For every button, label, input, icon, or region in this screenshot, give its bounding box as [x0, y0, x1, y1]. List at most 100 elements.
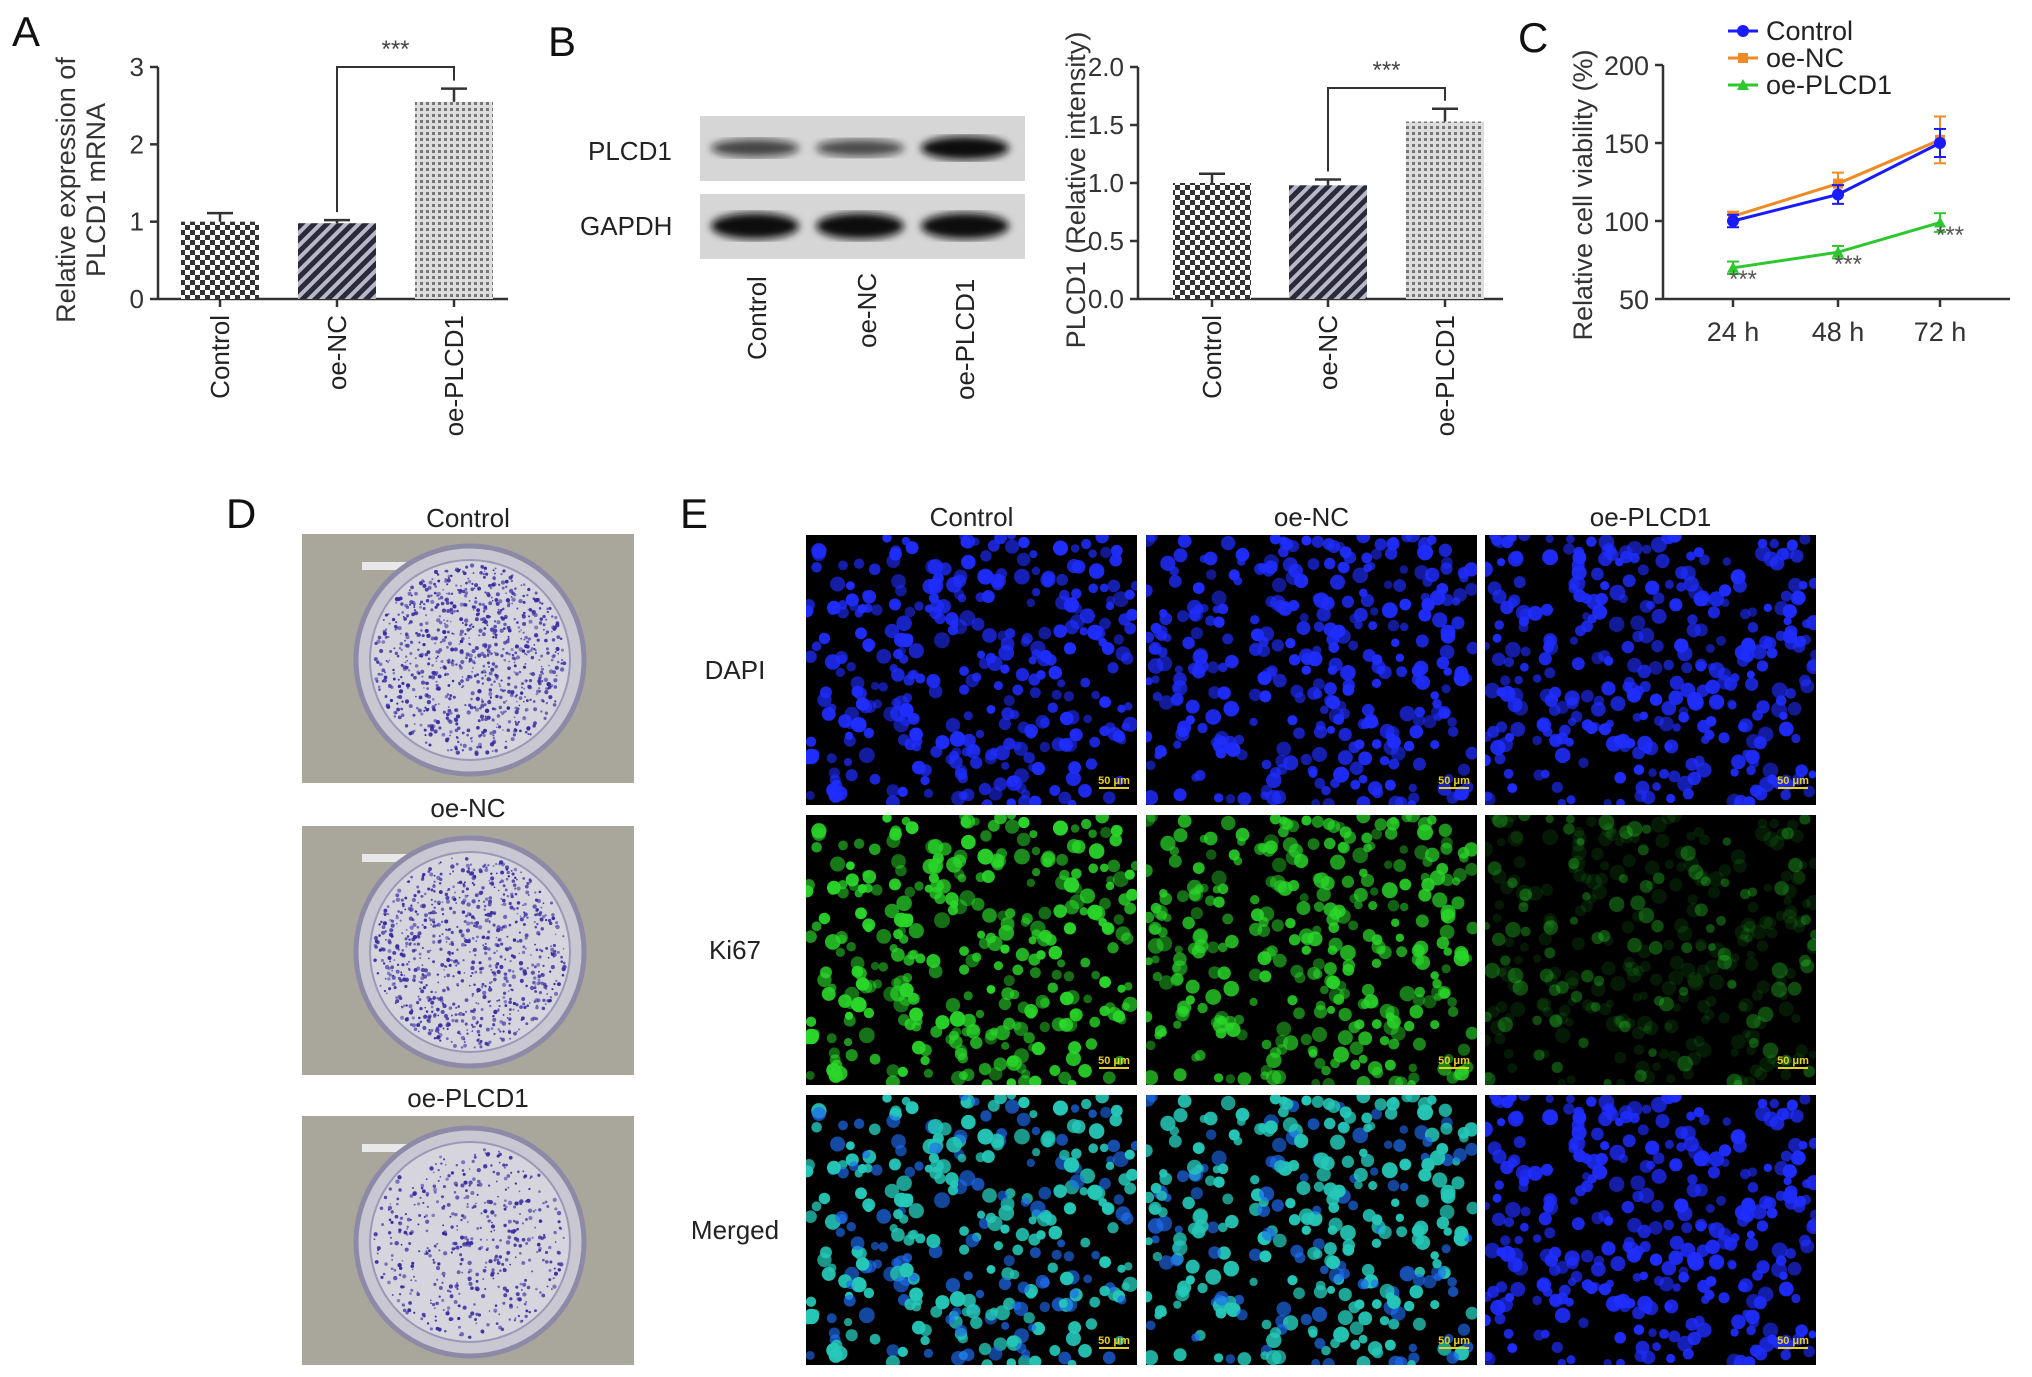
colony-dot: [522, 904, 524, 907]
legend-label-oe-NC: oe-NC: [1766, 43, 1844, 73]
nucleus: [1718, 1012, 1730, 1024]
colony-dot: [491, 750, 494, 753]
colony-dot: [399, 1266, 403, 1271]
nucleus: [888, 878, 901, 891]
nucleus: [1440, 629, 1456, 644]
colony-dot: [410, 1279, 413, 1282]
colony-dot: [546, 1204, 550, 1208]
colony-dot: [385, 992, 388, 995]
colony-dot: [382, 631, 387, 636]
nucleus: [1081, 1098, 1092, 1110]
colony-dot: [495, 1322, 499, 1325]
nucleus: [1078, 1344, 1092, 1358]
nucleus: [1727, 979, 1737, 989]
nucleus: [909, 1273, 919, 1282]
nucleus: [889, 664, 898, 673]
nucleus: [1088, 563, 1105, 579]
colony-dot: [413, 609, 416, 612]
colony-dot: [543, 677, 549, 683]
nucleus: [1783, 896, 1792, 906]
colony-dot: [408, 916, 414, 921]
nucleus: [1102, 1351, 1116, 1365]
colony-dot: [503, 640, 507, 645]
colony-dot: [520, 871, 523, 874]
colony-dot: [522, 1002, 526, 1006]
colony-dot: [471, 1009, 476, 1014]
colony-dot: [527, 1208, 533, 1213]
colony-dot: [524, 936, 528, 940]
nucleus: [1264, 840, 1278, 854]
colony-dot: [493, 680, 496, 683]
nucleus: [1371, 548, 1382, 560]
colony-dot: [474, 893, 479, 898]
nucleus: [863, 727, 875, 739]
colony-dot: [494, 652, 499, 657]
nucleus: [1168, 854, 1182, 868]
colony-dot: [516, 655, 521, 660]
nucleus: [1661, 700, 1677, 716]
x-tick-label: 24 h: [1707, 317, 1760, 347]
colony-dot: [485, 591, 491, 597]
colony-dot: [502, 1286, 507, 1291]
nucleus: [1408, 783, 1418, 793]
colony-dot: [436, 618, 441, 623]
nucleus: [981, 870, 995, 884]
colony-dot: [376, 660, 380, 664]
colony-dot: [468, 660, 471, 663]
nucleus: [1637, 735, 1653, 752]
colony-dot: [503, 1293, 508, 1298]
colony-dot: [429, 918, 433, 922]
colony-dot: [501, 1262, 505, 1266]
nucleus: [1785, 968, 1796, 979]
colony-dot: [389, 918, 392, 922]
colony-dot: [455, 747, 458, 750]
nucleus: [1384, 1059, 1396, 1071]
colony-dot: [456, 925, 459, 929]
colony-dot: [510, 892, 514, 896]
colony-dot: [450, 1040, 453, 1044]
nucleus: [1316, 887, 1331, 902]
nucleus: [845, 1141, 855, 1151]
colony-dot: [488, 981, 492, 985]
colony-dot: [490, 876, 495, 881]
colony-dot: [483, 703, 487, 707]
colony-dot: [393, 715, 397, 718]
nucleus: [1430, 1019, 1440, 1030]
colony-dot: [512, 1219, 516, 1223]
colony-dot: [445, 737, 449, 742]
nucleus: [853, 558, 865, 569]
colony-dot: [384, 1262, 388, 1266]
nucleus: [1279, 536, 1288, 545]
colony-dot: [505, 1163, 508, 1167]
colony-dot: [406, 963, 409, 966]
colony-dot: [417, 1223, 420, 1226]
colony-dot: [471, 648, 476, 654]
colony-dot: [499, 1030, 502, 1033]
nucleus: [853, 838, 865, 849]
colony-dot: [479, 733, 483, 737]
nucleus: [1079, 907, 1088, 916]
colony-dot: [554, 665, 559, 670]
colony-dot: [538, 1190, 541, 1194]
nucleus: [1368, 1181, 1378, 1191]
nucleus: [1648, 768, 1657, 777]
nucleus: [1651, 536, 1667, 553]
nucleus: [1250, 895, 1260, 905]
colony-dot: [426, 1019, 430, 1022]
nucleus: [1299, 893, 1309, 902]
nucleus: [1652, 782, 1661, 791]
colony-dot: [507, 990, 510, 992]
nucleus: [1708, 694, 1725, 710]
nucleus: [1053, 624, 1067, 638]
colony-dot: [486, 715, 491, 720]
colony-dot: [477, 719, 481, 723]
nucleus: [1415, 675, 1431, 690]
colony-dot: [437, 674, 442, 679]
nucleus: [1020, 917, 1031, 927]
micrograph-cells: 50 μm: [1485, 535, 1816, 805]
nucleus: [1508, 874, 1521, 887]
colony-dot: [379, 984, 382, 987]
colony-dot: [482, 990, 487, 995]
nucleus: [1537, 998, 1549, 1011]
colony-dot: [552, 1277, 555, 1280]
